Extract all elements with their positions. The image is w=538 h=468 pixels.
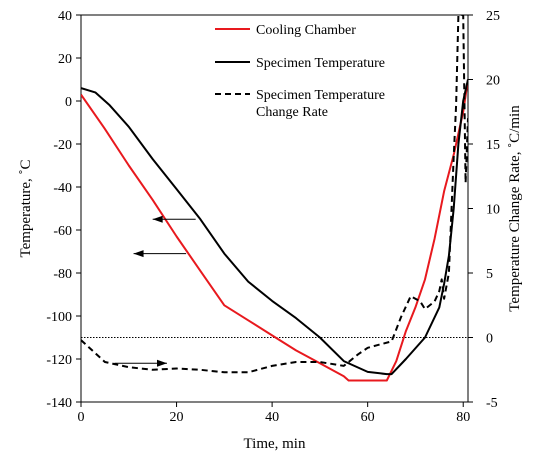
x-axis-title: Time, min <box>244 436 306 452</box>
x-tick-label: 20 <box>170 410 184 425</box>
x-tick-label: 0 <box>78 410 85 425</box>
right-y-tick-label: 15 <box>486 138 500 153</box>
left-y-tick-label: -60 <box>53 224 72 239</box>
left-y-tick-label: -20 <box>53 138 72 153</box>
right-y-tick-label: 0 <box>486 332 493 347</box>
left-y-tick-label: -40 <box>53 181 72 196</box>
left-y-axis-title: Temperature, ˚C <box>18 159 34 257</box>
left-y-tick-label: -140 <box>46 396 72 411</box>
axes <box>76 14 473 407</box>
legend-label: Cooling Chamber <box>256 23 356 38</box>
plot-frame <box>80 14 469 403</box>
right-y-tick-label: 10 <box>486 203 500 218</box>
left-y-tick-label: 20 <box>58 52 72 67</box>
annotation-arrow-head <box>157 359 167 367</box>
specimen-temperature-line <box>81 79 468 376</box>
tick-labels: 0 20 40 60 80 40 20 0 -20 -40 -60 -80 -100 -120 -140 25… <box>46 9 500 425</box>
x-tick-label: 60 <box>361 410 375 425</box>
cooling-chamber-line <box>81 79 468 382</box>
annotation-arrow-head <box>152 215 163 223</box>
legend: Cooling Chamber Specimen Temperature Speci… <box>215 23 385 120</box>
left-y-tick-label: 40 <box>58 9 72 24</box>
plot-area <box>81 15 468 382</box>
legend-label: Specimen Temperature <box>256 56 385 71</box>
annotations <box>114 215 196 367</box>
x-tick-label: 80 <box>456 410 470 425</box>
right-y-tick-label: 20 <box>486 74 500 89</box>
annotation-arrow-head <box>133 250 144 258</box>
x-tick-label: 40 <box>265 410 279 425</box>
left-y-tick-label: -80 <box>53 267 72 282</box>
left-y-tick-label: 0 <box>65 95 72 110</box>
temperature-change-rate-line <box>81 15 468 374</box>
right-y-tick-label: 25 <box>486 9 500 24</box>
right-y-tick-label: -5 <box>486 396 498 411</box>
right-y-axis-title: Temperature Change Rate, ˚C/min <box>507 105 523 312</box>
right-y-tick-label: 5 <box>486 267 493 282</box>
legend-label: Specimen Temperature Change Rate <box>256 88 385 120</box>
left-y-tick-label: -100 <box>46 310 72 325</box>
left-y-tick-label: -120 <box>46 353 72 368</box>
